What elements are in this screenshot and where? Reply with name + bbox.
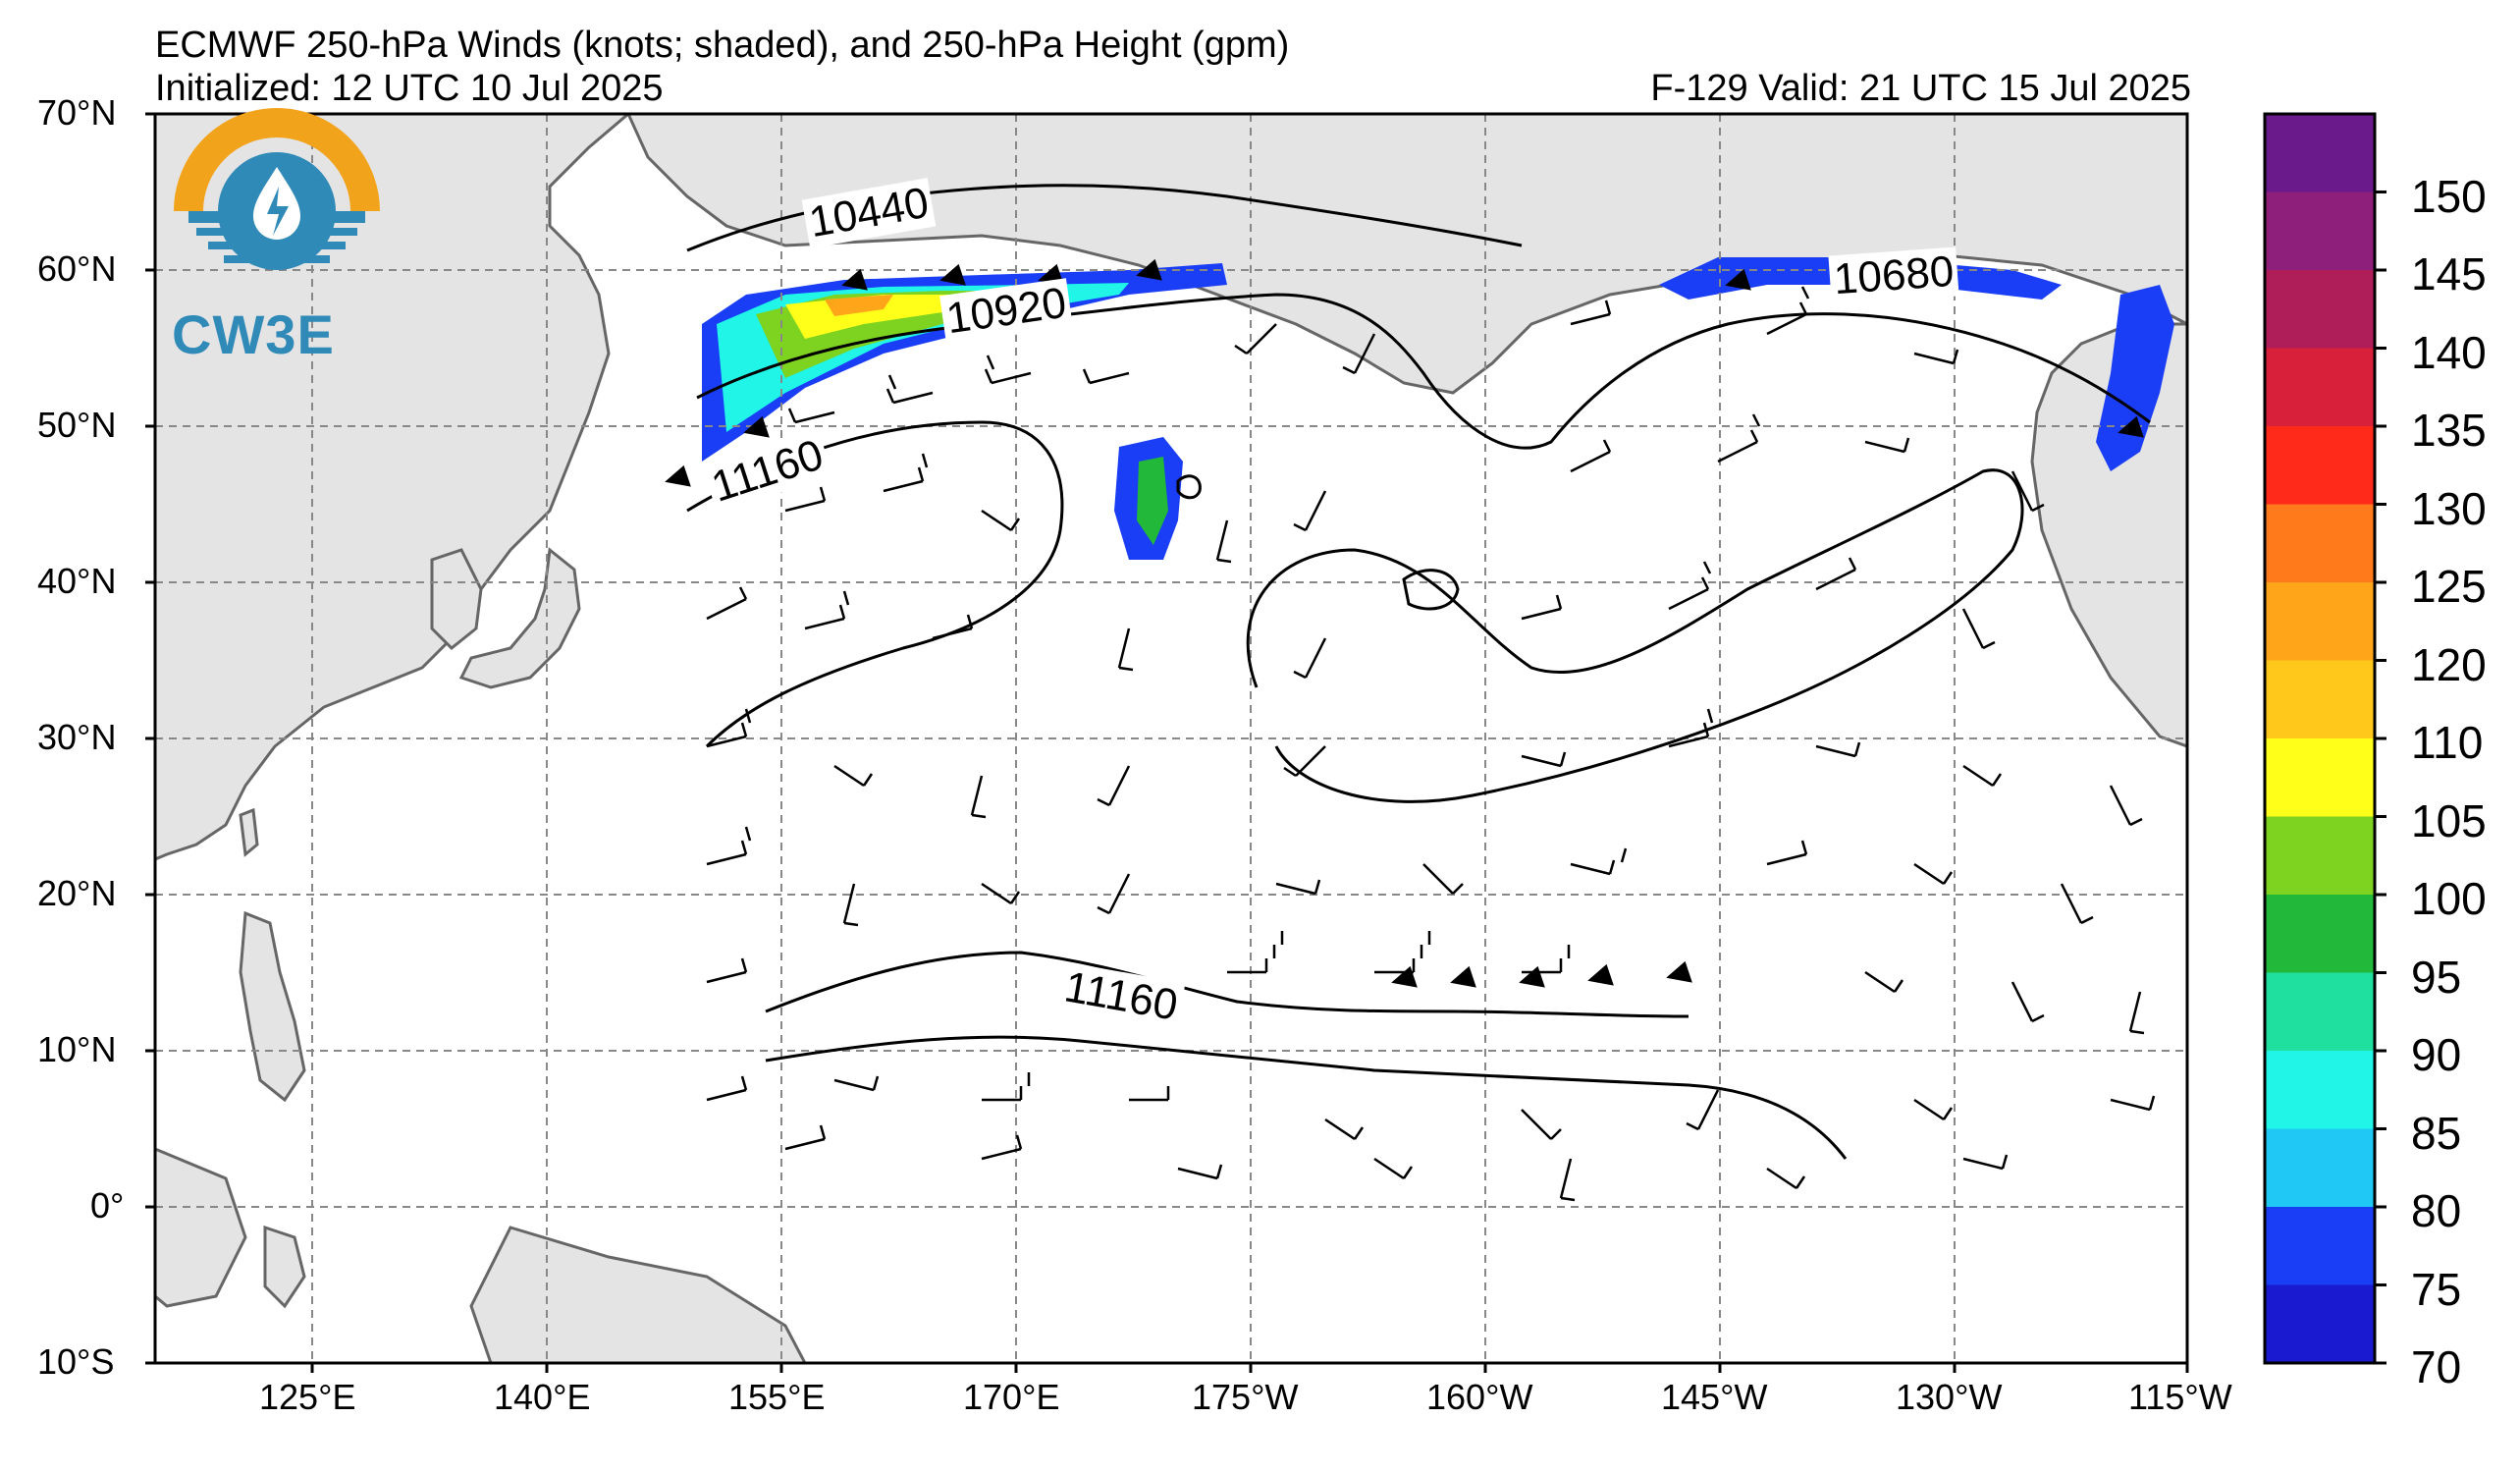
lat-label: 30°N — [37, 717, 117, 757]
lat-label: 60°N — [37, 248, 117, 289]
land-korea — [430, 548, 483, 651]
colorbar-segment — [2265, 738, 2375, 817]
contour-10440 — [686, 184, 1523, 252]
barb-row-8 — [784, 1124, 2009, 1202]
lon-label: 130°W — [1896, 1377, 2003, 1417]
contour-label: 10680 — [1828, 246, 1959, 305]
colorbar-segment — [2265, 348, 2375, 427]
colorbar-segment — [2265, 1128, 2375, 1208]
jet-east-coast — [2096, 285, 2174, 471]
colorbar-label: 90 — [2411, 1029, 2462, 1080]
lat-label: 10°N — [37, 1029, 117, 1069]
wind-barbs — [665, 258, 2156, 1202]
land-sulawesi — [263, 1225, 306, 1309]
contour-low-center — [1402, 569, 1460, 611]
barb-row-3 — [706, 557, 1996, 680]
barb-row-7 — [706, 1072, 2156, 1141]
barb-row-6 — [706, 931, 2145, 1035]
land-japan — [458, 547, 581, 689]
land-new-guinea — [469, 1226, 807, 1363]
initialized-time: Initialized: 12 UTC 10 Jul 2025 — [155, 68, 664, 109]
colorbar-segment — [2265, 426, 2375, 505]
colorbar-label: 145 — [2411, 248, 2487, 300]
valid-time: F-129 Valid: 21 UTC 15 Jul 2025 — [1650, 68, 2191, 109]
contour-11160-north — [686, 420, 1064, 748]
colorbar-label: 100 — [2411, 873, 2487, 924]
colorbar-segment — [2265, 1207, 2375, 1285]
colorbar-segment — [2265, 582, 2375, 661]
colorbar-label: 150 — [2411, 171, 2487, 222]
colorbar-label: 110 — [2411, 717, 2484, 768]
lat-label: 20°N — [37, 873, 117, 913]
barb-row-1 — [787, 286, 1959, 424]
colorbar-segment — [2265, 972, 2375, 1052]
land-asia — [155, 114, 631, 861]
land-taiwan — [239, 807, 259, 857]
colorbar-label: 130 — [2411, 483, 2487, 534]
colorbar-segment — [2265, 114, 2375, 192]
contour-11160-mid — [1246, 468, 2024, 803]
lat-label: 0° — [90, 1185, 125, 1226]
colorbar-segment — [2265, 660, 2375, 739]
contour-11160-south — [765, 951, 1689, 1018]
logo-text: CW3E — [172, 303, 335, 365]
colorbar-label: 85 — [2411, 1108, 2462, 1159]
colorbar-label: 105 — [2411, 795, 2487, 846]
lat-label: 70°N — [37, 92, 117, 133]
lon-label: 145°W — [1661, 1377, 1768, 1417]
colorbar-segment — [2265, 504, 2375, 583]
colorbar-segment — [2265, 191, 2375, 271]
colorbar-segment — [2265, 895, 2375, 973]
cw3e-logo — [174, 108, 380, 270]
barb-row-2 — [784, 413, 2045, 564]
contour-11160-tropics — [765, 1035, 1848, 1160]
colorbar-segment — [2265, 816, 2375, 896]
lat-label: 50°N — [37, 405, 117, 445]
colorbar-segment — [2265, 1051, 2375, 1129]
lon-label: 160°W — [1426, 1377, 1533, 1417]
colorbar — [2263, 112, 2386, 1365]
lat-label: 10°S — [37, 1341, 115, 1382]
colorbar-label: 135 — [2411, 405, 2487, 456]
jet-west-orange — [825, 295, 893, 316]
colorbar-label: 95 — [2411, 952, 2462, 1003]
lon-label: 115°W — [2128, 1377, 2232, 1417]
lat-label: 40°N — [37, 561, 117, 601]
land-borneo — [155, 1147, 247, 1308]
colorbar-label: 70 — [2411, 1341, 2462, 1392]
axis-ticks — [145, 112, 2189, 1373]
pennant-barbs — [665, 258, 2144, 988]
contour-dateline-low — [1176, 474, 1202, 500]
colorbar-label: 125 — [2411, 561, 2487, 612]
barb-row-5 — [706, 826, 2094, 927]
lon-label: 175°W — [1192, 1377, 1299, 1417]
lon-label: 125°E — [259, 1377, 356, 1417]
map-title: ECMWF 250-hPa Winds (knots; shaded), and… — [155, 25, 1290, 66]
land-alaska — [626, 114, 2187, 395]
colorbar-label: 75 — [2411, 1264, 2462, 1315]
lon-label: 140°E — [494, 1377, 591, 1417]
colorbar-label: 140 — [2411, 327, 2487, 378]
colorbar-segment — [2265, 1284, 2375, 1364]
barb-row-4 — [706, 708, 2143, 827]
lon-label: 170°E — [963, 1377, 1060, 1417]
colorbar-segment — [2265, 270, 2375, 349]
jet-dateline-green — [1137, 457, 1168, 545]
lon-label: 155°E — [728, 1377, 826, 1417]
colorbar-label: 120 — [2411, 639, 2487, 690]
land-philippines — [239, 910, 306, 1103]
colorbar-label: 80 — [2411, 1185, 2462, 1236]
